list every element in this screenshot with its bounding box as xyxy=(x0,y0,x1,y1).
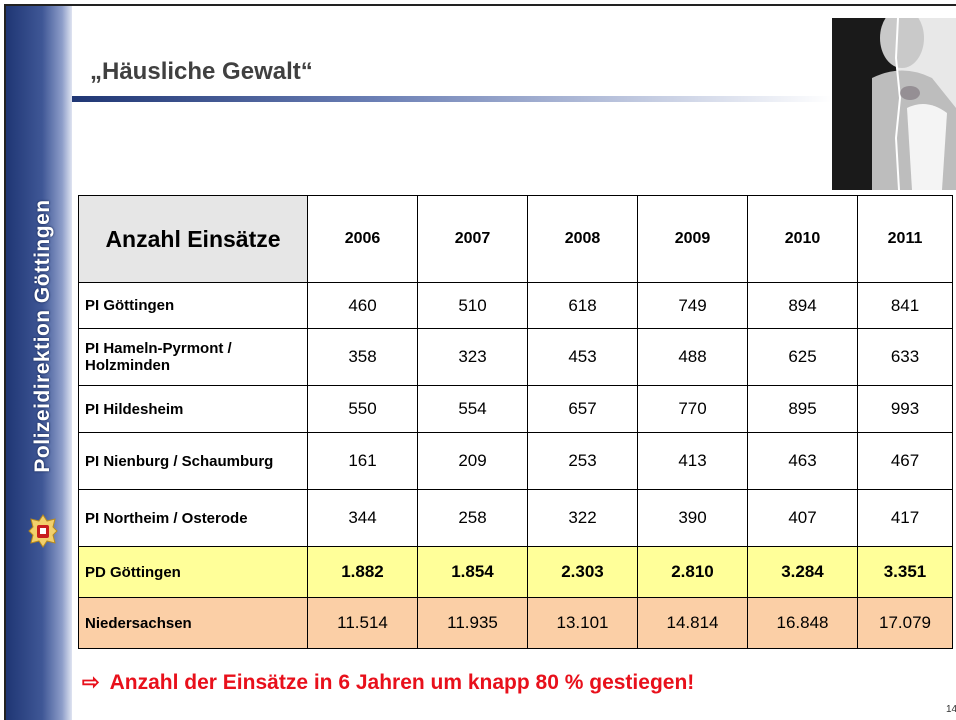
table-cell: 16.848 xyxy=(748,598,858,649)
conclusion-text: Anzahl der Einsätze in 6 Jahren um knapp… xyxy=(110,671,695,694)
arrow-icon: ⇨ xyxy=(82,671,100,694)
table-cell: 13.101 xyxy=(528,598,638,649)
table-cell: 407 xyxy=(748,490,858,547)
table-cell: 11.935 xyxy=(418,598,528,649)
title-rule xyxy=(72,96,832,102)
sidebar: Polizeidirektion Göttingen xyxy=(6,6,72,720)
table-cell: 895 xyxy=(748,386,858,433)
table-cell: 413 xyxy=(638,433,748,490)
table-cell: 390 xyxy=(638,490,748,547)
table-cell: 209 xyxy=(418,433,528,490)
table-cell: 453 xyxy=(528,329,638,386)
table-cell: 993 xyxy=(858,386,953,433)
table-cell: 2010 xyxy=(748,196,858,283)
table-cell: 2.303 xyxy=(528,547,638,598)
table-cell: 657 xyxy=(528,386,638,433)
table-cell: 618 xyxy=(528,283,638,329)
table-cell: 161 xyxy=(308,433,418,490)
table-cell: 841 xyxy=(858,283,953,329)
table-cell: 17.079 xyxy=(858,598,953,649)
table-cell: 488 xyxy=(638,329,748,386)
row-label: PI Nienburg / Schaumburg xyxy=(79,433,308,490)
table-cell: 417 xyxy=(858,490,953,547)
slide-title: „Häusliche Gewalt“ xyxy=(90,58,313,86)
table-cell: 1.882 xyxy=(308,547,418,598)
table-cell: 2.810 xyxy=(638,547,748,598)
table-cell: 258 xyxy=(418,490,528,547)
table-cell: 344 xyxy=(308,490,418,547)
table-cell: 322 xyxy=(528,490,638,547)
table-cell: 633 xyxy=(858,329,953,386)
table-cell: 625 xyxy=(748,329,858,386)
table-cell: 550 xyxy=(308,386,418,433)
page-number: 14 xyxy=(946,704,956,715)
table-cell: 460 xyxy=(308,283,418,329)
row-label: PI Hameln-Pyrmont / Holzminden xyxy=(79,329,308,386)
row-label: PI Northeim / Osterode xyxy=(79,490,308,547)
table-cell: 14.814 xyxy=(638,598,748,649)
table-cell: 2011 xyxy=(858,196,953,283)
table-cell: 467 xyxy=(858,433,953,490)
table-cell: 554 xyxy=(418,386,528,433)
table-cell: 3.284 xyxy=(748,547,858,598)
table-cell: 510 xyxy=(418,283,528,329)
table-cell: 2006 xyxy=(308,196,418,283)
table-cell: 2009 xyxy=(638,196,748,283)
table-cell: 11.514 xyxy=(308,598,418,649)
row-label: Anzahl Einsätze xyxy=(79,196,308,283)
row-label: Niedersachsen xyxy=(79,598,308,649)
badge xyxy=(28,514,58,548)
row-label: PD Göttingen xyxy=(79,547,308,598)
table-cell: 253 xyxy=(528,433,638,490)
row-label: PI Hildesheim xyxy=(79,386,308,433)
row-label: PI Göttingen xyxy=(79,283,308,329)
table-cell: 749 xyxy=(638,283,748,329)
sidebar-text: Polizeidirektion Göttingen xyxy=(31,199,55,472)
table-cell: 463 xyxy=(748,433,858,490)
table-cell: 1.854 xyxy=(418,547,528,598)
slide: Polizeidirektion Göttingen „Häusliche Ge… xyxy=(0,0,956,720)
conclusion: ⇨ Anzahl der Einsätze in 6 Jahren um knap… xyxy=(82,670,694,695)
table-cell: 323 xyxy=(418,329,528,386)
photo xyxy=(832,18,956,190)
table-cell: 2008 xyxy=(528,196,638,283)
table-cell: 770 xyxy=(638,386,748,433)
table-cell: 358 xyxy=(308,329,418,386)
table-cell: 3.351 xyxy=(858,547,953,598)
table-cell: 894 xyxy=(748,283,858,329)
table-cell: 2007 xyxy=(418,196,528,283)
